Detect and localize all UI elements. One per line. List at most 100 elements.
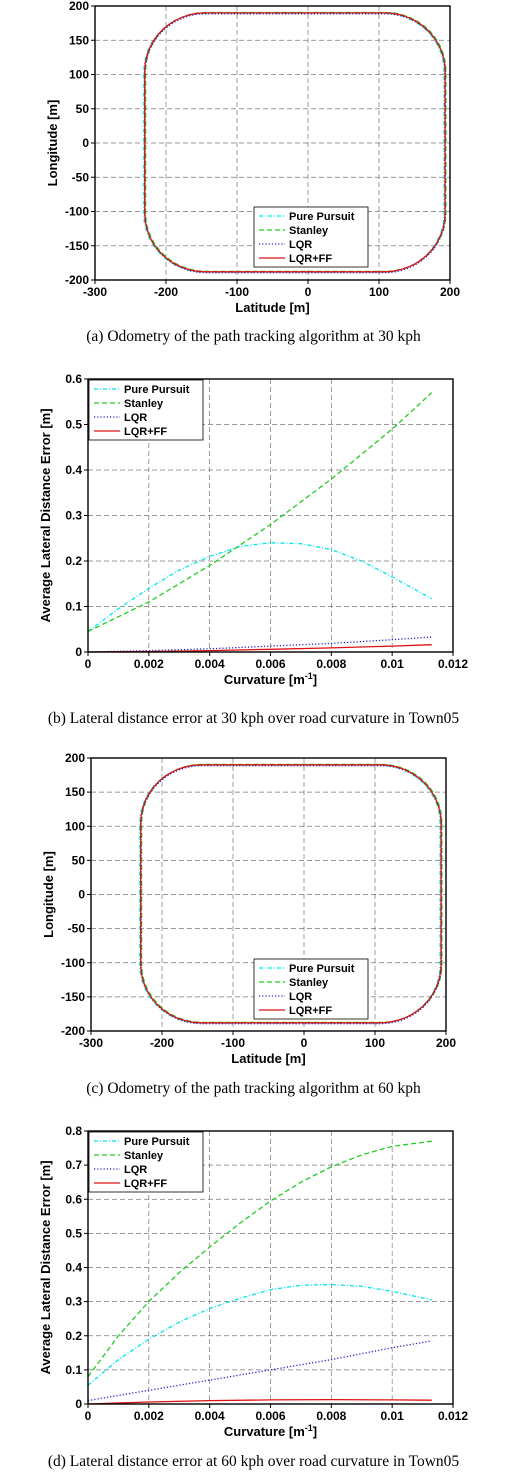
- x-tick-label: 0.002: [134, 657, 164, 671]
- x-tick-label: 0: [85, 657, 92, 671]
- y-tick-label: 0.8: [65, 1124, 82, 1138]
- series-line-lqr: [87, 1340, 432, 1402]
- y-tick-label: 0: [75, 1397, 82, 1411]
- x-tick-label: 0.01: [380, 657, 404, 671]
- series-line-lqr-ff: [140, 764, 442, 1024]
- x-axis-label-sup: -1: [305, 671, 313, 681]
- x-tick-label: 0: [301, 1036, 308, 1050]
- chart-b: 0 0.002 0.004 0.006 0.008 0.01 0.012 0 0.1 0.2 0.3…: [38, 372, 468, 687]
- y-tick-label: 0.7: [65, 1158, 82, 1172]
- legend: Pure Pursuit Stanley LQR LQR+FF: [253, 206, 369, 268]
- legend-label: LQR: [289, 239, 312, 251]
- x-tick-label: 0.008: [316, 657, 346, 671]
- y-tick-label: -100: [61, 956, 85, 970]
- y-tick-label: 0.5: [65, 418, 82, 432]
- x-tick-label: 0.012: [438, 1409, 468, 1423]
- legend-box: [88, 379, 204, 441]
- caption-d: (d) Lateral distance error at 60 kph ove…: [47, 1453, 460, 1470]
- series-line-pure-pursuit: [87, 1283, 432, 1386]
- legend-label: Pure Pursuit: [124, 1136, 190, 1148]
- y-tick-label: 0.2: [65, 1329, 82, 1343]
- x-tick-label: -200: [154, 285, 178, 299]
- y-tick-label: 150: [69, 33, 89, 47]
- x-axis-label-main: Latitude [m]: [231, 1051, 305, 1066]
- legend-label: LQR: [124, 1164, 147, 1176]
- x-tick-label: 0.002: [134, 1409, 164, 1423]
- y-axis-label: Average Lateral Distance Error [m]: [38, 408, 53, 622]
- legend-label: Pure Pursuit: [289, 963, 355, 975]
- series-line-lqr-ff: [87, 1398, 432, 1405]
- legend-box: [253, 206, 369, 268]
- x-axis-label-main: Curvature [m: [224, 1424, 305, 1439]
- y-tick-label: -150: [65, 239, 89, 253]
- y-tick-label: 200: [65, 751, 85, 765]
- legend-label: LQR+FF: [289, 1005, 332, 1017]
- y-tick-label: 0.6: [65, 372, 82, 386]
- y-tick-label: 200: [69, 0, 89, 13]
- x-axis-label: Curvature [m-1]: [224, 671, 317, 687]
- legend-label: Pure Pursuit: [124, 384, 190, 396]
- x-axis-label-suffix: ]: [313, 1424, 317, 1439]
- x-tick-label: -100: [221, 1036, 245, 1050]
- x-tick-label: 100: [365, 1036, 385, 1050]
- legend-label: LQR+FF: [289, 253, 332, 265]
- x-tick-label: 200: [440, 285, 460, 299]
- x-axis-label-main: Curvature [m: [224, 672, 305, 687]
- y-tick-label: 0: [75, 645, 82, 659]
- y-tick-label: 0.1: [65, 1363, 82, 1377]
- x-tick-label: -200: [150, 1036, 174, 1050]
- legend-label: Stanley: [124, 1150, 164, 1162]
- x-tick-label: 0.006: [255, 657, 285, 671]
- legend-box: [88, 1131, 204, 1193]
- y-tick-label: 0: [78, 888, 85, 902]
- legend-label: Stanley: [289, 225, 329, 237]
- x-tick-label: -100: [225, 285, 249, 299]
- caption-c: (c) Odometry of the path tracking algori…: [86, 1080, 421, 1097]
- x-tick-label: 200: [436, 1036, 456, 1050]
- chart-c: -300 -200 -100 0 100 200-200-150-100-50050100…: [41, 751, 456, 1066]
- x-tick-label: 0.01: [380, 1409, 404, 1423]
- y-axis-label: Longitude [m]: [41, 851, 56, 938]
- x-axis-label-main: Latitude [m]: [235, 300, 309, 315]
- x-tick-label: -300: [83, 285, 107, 299]
- y-tick-label: 0.6: [65, 1192, 82, 1206]
- x-tick-label: -300: [79, 1036, 103, 1050]
- x-axis-label-sup: -1: [305, 1423, 313, 1433]
- series-line-lqr: [87, 636, 432, 653]
- x-tick-label: 0.004: [195, 1409, 225, 1423]
- y-tick-label: 0.5: [65, 1226, 82, 1240]
- legend-label: Pure Pursuit: [289, 211, 355, 223]
- y-tick-label: -200: [65, 273, 89, 287]
- y-tick-label: 0.2: [65, 554, 82, 568]
- y-tick-label: 150: [65, 785, 85, 799]
- caption-b: (b) Lateral distance error at 30 kph ove…: [47, 710, 460, 727]
- x-tick-label: 0.008: [316, 1409, 346, 1423]
- x-tick-label: 0.004: [195, 657, 225, 671]
- y-tick-label: -200: [61, 1024, 85, 1038]
- y-tick-label: 0: [82, 136, 89, 150]
- y-axis-label: Longitude [m]: [45, 100, 60, 187]
- y-tick-label: -50: [72, 170, 90, 184]
- chart-a: -300 -200 -100 0 100 200-200-150-100-50050100…: [45, 0, 460, 315]
- legend: Pure Pursuit Stanley LQR LQR+FF: [88, 1131, 204, 1193]
- y-tick-label: 100: [69, 68, 89, 82]
- legend-label: LQR+FF: [124, 426, 167, 438]
- x-axis-label: Latitude [m]: [235, 300, 309, 315]
- y-tick-label: 0.3: [65, 1295, 82, 1309]
- x-tick-label: 0: [305, 285, 312, 299]
- series-line-stanley: [87, 1140, 432, 1378]
- legend-label: LQR: [124, 412, 147, 424]
- x-tick-label: 0.006: [255, 1409, 285, 1423]
- y-tick-label: 0.4: [65, 463, 82, 477]
- chart-d: 0 0.002 0.004 0.006 0.008 0.01 0.012 0 0.1 0.2 0.3…: [38, 1124, 468, 1439]
- series-line-stanley: [144, 11, 447, 273]
- y-tick-label: -50: [68, 922, 86, 936]
- caption-a: (a) Odometry of the path tracking algori…: [86, 328, 421, 345]
- y-axis-label: Average Lateral Distance Error [m]: [38, 1160, 53, 1374]
- y-tick-label: 0.1: [65, 600, 82, 614]
- series-line-lqr-ff: [144, 12, 446, 273]
- legend-label: Stanley: [289, 977, 329, 989]
- x-tick-label: 0: [85, 1409, 92, 1423]
- x-axis-label: Curvature [m-1]: [224, 1423, 317, 1439]
